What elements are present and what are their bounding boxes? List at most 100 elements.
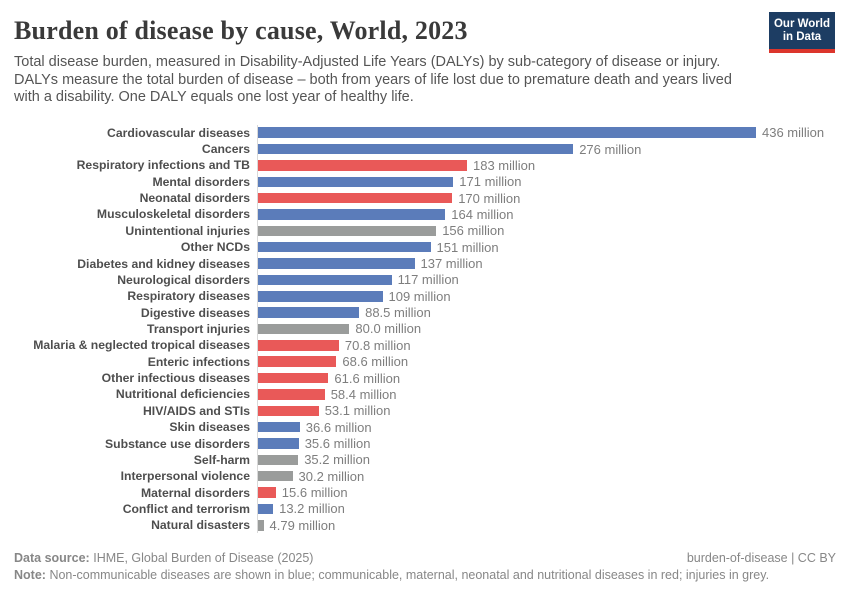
owid-logo-line2: in Data — [782, 31, 822, 43]
category-label: Self-harm — [193, 452, 250, 467]
chart-rows: Cardiovascular diseases 436 million Cancer… — [14, 124, 836, 534]
data-source-label: Data source: — [14, 551, 90, 566]
chart-row: Mental disorders 171 million — [14, 173, 836, 190]
bar-track: 35.2 million — [257, 451, 836, 469]
chart-row: Conflict and terrorism 13.2 million — [14, 500, 836, 518]
value-label: 151 million — [436, 239, 499, 255]
bar[interactable] — [258, 356, 337, 367]
note-label: Note: — [14, 568, 46, 583]
bar[interactable] — [258, 503, 274, 515]
value-label: 35.2 million — [304, 452, 370, 468]
bar[interactable] — [258, 291, 383, 302]
bar-track: 61.6 million — [257, 369, 836, 387]
category-label: Maternal disorders — [140, 485, 250, 500]
bar[interactable] — [258, 176, 454, 187]
bar[interactable] — [258, 274, 392, 286]
chart-row: Neonatal disorders 170 million — [14, 189, 836, 207]
value-label: 88.5 million — [365, 305, 431, 321]
note-text: Non-communicable diseases are shown in b… — [49, 568, 770, 583]
permalink-license[interactable]: burden-of-disease | CC BY — [686, 551, 836, 566]
value-label: 53.1 million — [324, 403, 391, 419]
chart-row: Enteric infections 68.6 million — [14, 353, 836, 370]
bar[interactable] — [258, 307, 360, 318]
owid-logo-line1: Our World — [773, 18, 830, 30]
chart-row: Malaria & neglected tropical diseases 70.… — [14, 337, 836, 354]
category-label: Conflict and terrorism — [122, 501, 250, 516]
chart-row: Cardiovascular diseases 436 million — [14, 124, 836, 141]
chart-row: Interpersonal violence 30.2 million — [14, 468, 836, 485]
bar-track: 15.6 million — [257, 484, 836, 501]
chart-row: Other NCDs 151 million — [14, 239, 836, 256]
bar[interactable] — [258, 487, 276, 498]
value-label: 156 million — [442, 223, 505, 239]
category-label: Enteric infections — [147, 354, 250, 369]
value-label: 276 million — [579, 141, 642, 157]
bar[interactable] — [258, 470, 293, 482]
bar[interactable] — [258, 372, 329, 384]
bar[interactable] — [258, 160, 467, 171]
value-label: 70.8 million — [344, 337, 411, 353]
bar[interactable] — [258, 421, 300, 433]
bar[interactable] — [258, 143, 574, 155]
category-label: Substance use disorders — [105, 436, 250, 451]
value-label: 109 million — [388, 288, 451, 304]
value-label: 36.6 million — [305, 419, 372, 435]
value-label: 68.6 million — [342, 354, 409, 370]
category-label: Respiratory diseases — [127, 289, 250, 304]
owid-logo[interactable]: Our World in Data — [769, 12, 835, 53]
bar[interactable] — [258, 192, 453, 204]
bar[interactable] — [258, 241, 431, 253]
category-label: Neurological disorders — [117, 272, 250, 287]
chart-subtitle: Total disease burden, measured in Disabi… — [14, 54, 732, 105]
bar-track: 36.6 million — [257, 418, 836, 436]
category-label: Unintentional injuries — [125, 223, 250, 238]
bar-track: 109 million — [257, 288, 836, 305]
category-label: Nutritional deficiencies — [115, 387, 250, 402]
bar-track: 88.5 million — [257, 304, 836, 321]
chart-row: Nutritional deficiencies 58.4 million — [14, 386, 836, 403]
category-label: Digestive diseases — [140, 305, 250, 320]
category-label: Transport injuries — [147, 321, 250, 336]
chart-row: Neurological disorders 117 million — [14, 271, 836, 289]
bar-track: 70.8 million — [257, 337, 836, 354]
value-label: 61.6 million — [334, 370, 401, 386]
value-label: 15.6 million — [281, 485, 348, 501]
chart-title: Burden of disease by cause, World, 2023 — [14, 16, 468, 45]
chart-row: Cancers 276 million — [14, 140, 836, 158]
footer: Data source: IHME, Global Burden of Dise… — [14, 550, 836, 584]
category-label: Skin diseases — [169, 420, 250, 435]
category-label: Musculoskeletal disorders — [96, 207, 250, 222]
bar-track: 53.1 million — [257, 402, 836, 419]
bar-track: 137 million — [257, 255, 836, 272]
category-label: Other NCDs — [180, 240, 250, 255]
category-label: Cancers — [201, 142, 250, 157]
chart-row: Substance use disorders 35.6 million — [14, 435, 836, 452]
value-label: 436 million — [762, 125, 825, 141]
bar[interactable] — [258, 323, 350, 335]
value-label: 117 million — [397, 272, 459, 288]
category-label: Cardiovascular diseases — [107, 125, 250, 140]
data-source-text[interactable]: IHME, Global Burden of Disease (2025) — [93, 551, 314, 566]
value-label: 171 million — [459, 174, 522, 190]
bar-track: 58.4 million — [257, 386, 836, 403]
chart-row: Respiratory infections and TB 183 million — [14, 157, 836, 174]
chart-row: Skin diseases 36.6 million — [14, 418, 836, 436]
bar[interactable] — [258, 405, 319, 417]
bar[interactable] — [258, 209, 446, 220]
bar[interactable] — [258, 127, 756, 138]
category-label: Natural disasters — [151, 518, 250, 533]
note-line: Note: Non-communicable diseases are show… — [14, 567, 769, 584]
bar[interactable] — [258, 520, 264, 531]
bar[interactable] — [258, 389, 325, 400]
bar[interactable] — [258, 454, 299, 466]
value-label: 4.79 million — [269, 517, 336, 533]
bar[interactable] — [258, 340, 339, 351]
bar[interactable] — [258, 225, 437, 237]
category-label: Mental disorders — [152, 174, 250, 189]
data-source-line: Data source: IHME, Global Burden of Dise… — [14, 550, 313, 567]
bar[interactable] — [258, 438, 299, 449]
bar-track: 151 million — [257, 239, 836, 256]
chart-row: HIV/AIDS and STIs 53.1 million — [14, 402, 836, 419]
bar[interactable] — [258, 258, 415, 269]
chart-row: Digestive diseases 88.5 million — [14, 304, 836, 321]
